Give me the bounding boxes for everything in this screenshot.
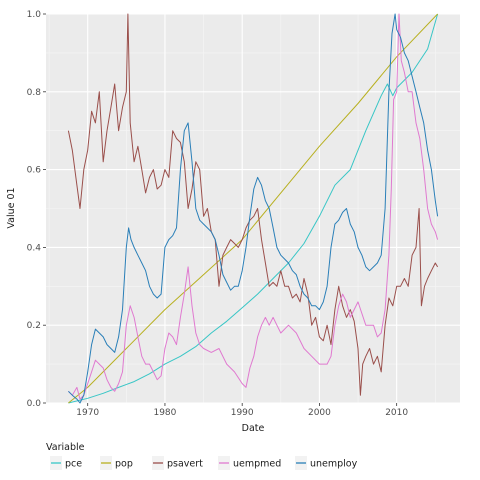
legend-title: Variable xyxy=(46,442,85,453)
legend-label-psavert: psavert xyxy=(167,459,203,470)
y-axis: 0.0 0.2 0.4 0.6 0.8 1.0 xyxy=(27,10,46,409)
y-tick-label: 1.0 xyxy=(27,10,42,20)
y-tick-label: 0.6 xyxy=(27,166,42,176)
legend-label-uempmed: uempmed xyxy=(233,459,281,470)
legend-label-pce: pce xyxy=(65,459,82,470)
x-tick-label: 1990 xyxy=(231,408,254,418)
legend-label-pop: pop xyxy=(115,459,133,470)
legend: pce pop psavert uempmed unemploy xyxy=(50,456,358,470)
series-line-psavert xyxy=(67,13,439,396)
series-lines xyxy=(67,13,439,404)
x-tick-label: 2000 xyxy=(308,408,331,418)
y-tick-label: 0.2 xyxy=(27,321,41,331)
series-line-uempmed xyxy=(68,13,439,400)
x-tick-label: 1970 xyxy=(76,408,99,418)
x-axis: 1970 1980 1990 2000 2010 xyxy=(76,403,408,418)
y-axis-title: Value 01 xyxy=(6,187,17,228)
x-tick-label: 1980 xyxy=(153,408,176,418)
y-tick-label: 0.8 xyxy=(27,88,42,98)
x-axis-title: Date xyxy=(242,423,265,434)
y-tick-label: 0.4 xyxy=(27,243,42,253)
y-tick-label: 0.0 xyxy=(27,399,42,409)
x-tick-label: 2010 xyxy=(385,408,408,418)
legend-label-unemploy: unemploy xyxy=(310,459,358,470)
series-line-pce xyxy=(68,13,439,404)
series-line-unemploy xyxy=(68,13,439,404)
